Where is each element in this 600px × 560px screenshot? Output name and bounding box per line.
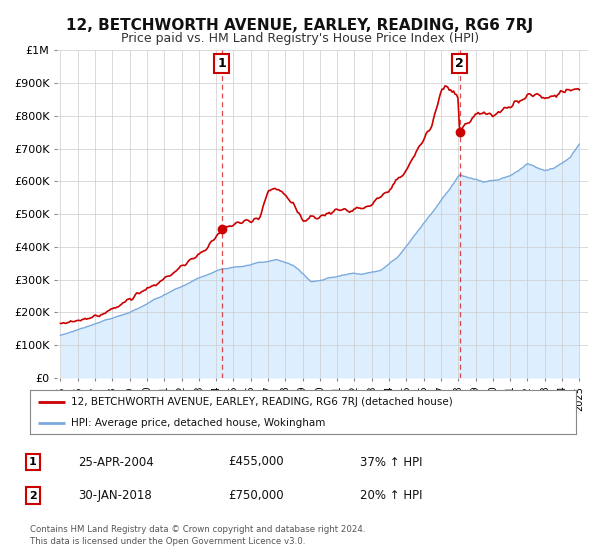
Text: 20% ↑ HPI: 20% ↑ HPI [360,489,422,502]
Text: 25-APR-2004: 25-APR-2004 [78,455,154,469]
Text: 12, BETCHWORTH AVENUE, EARLEY, READING, RG6 7RJ: 12, BETCHWORTH AVENUE, EARLEY, READING, … [67,18,533,33]
Text: £455,000: £455,000 [228,455,284,469]
Text: 30-JAN-2018: 30-JAN-2018 [78,489,152,502]
Text: 12, BETCHWORTH AVENUE, EARLEY, READING, RG6 7RJ (detached house): 12, BETCHWORTH AVENUE, EARLEY, READING, … [71,397,453,407]
Text: 2: 2 [455,57,464,70]
Text: 1: 1 [29,457,37,467]
Text: Price paid vs. HM Land Registry's House Price Index (HPI): Price paid vs. HM Land Registry's House … [121,31,479,45]
Text: 2: 2 [29,491,37,501]
Text: HPI: Average price, detached house, Wokingham: HPI: Average price, detached house, Woki… [71,418,325,428]
Text: Contains HM Land Registry data © Crown copyright and database right 2024.
This d: Contains HM Land Registry data © Crown c… [30,525,365,546]
Text: 37% ↑ HPI: 37% ↑ HPI [360,455,422,469]
Text: 1: 1 [217,57,226,70]
Text: £750,000: £750,000 [228,489,284,502]
